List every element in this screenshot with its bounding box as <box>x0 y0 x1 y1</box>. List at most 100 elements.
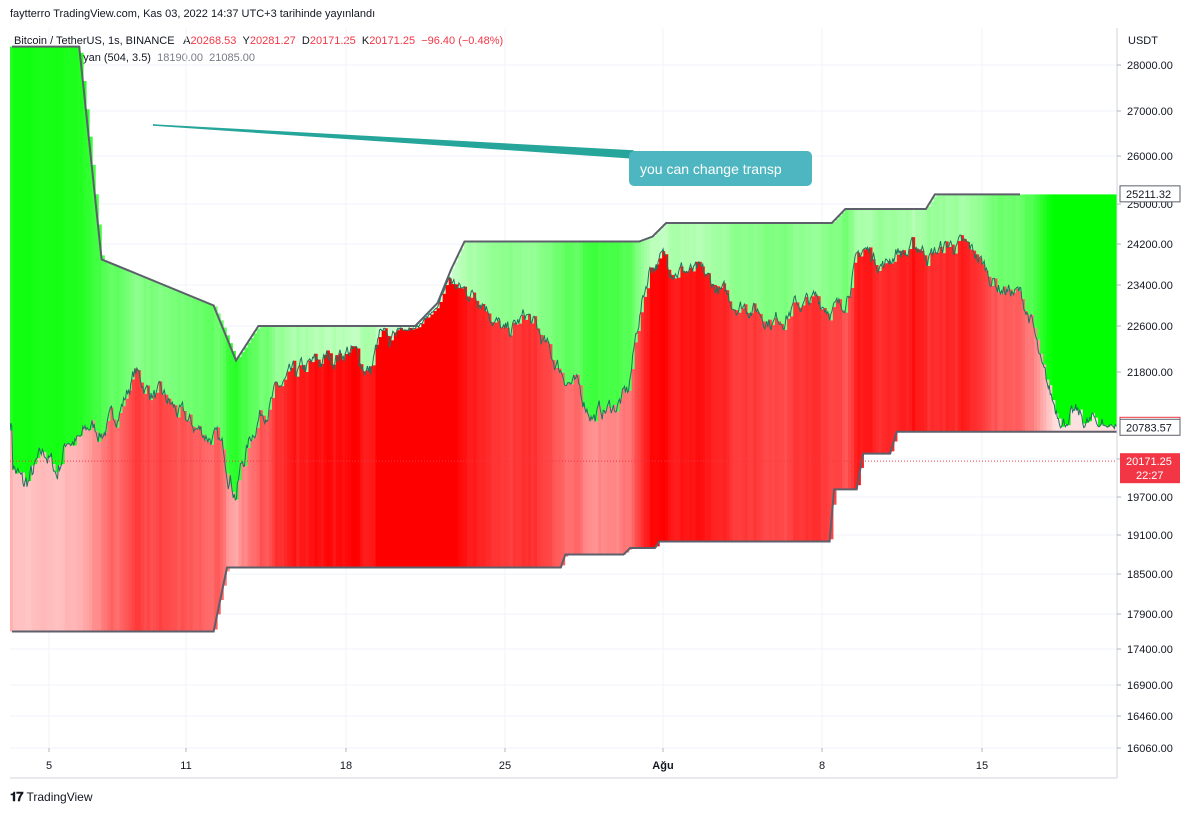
upper-zone-strip <box>841 212 846 311</box>
lower-zone-strip <box>640 312 645 548</box>
upper-zone-strip <box>683 223 688 272</box>
lower-zone-strip <box>707 273 712 542</box>
x-tick-label: 8 <box>819 760 825 772</box>
upper-zone-strip <box>180 291 185 407</box>
upper-zone-strip <box>509 241 514 336</box>
lower-zone-strip <box>320 363 325 568</box>
lower-zone-strip <box>241 463 246 568</box>
lower-zone-strip <box>409 327 413 568</box>
lower-zone-strip <box>92 420 96 632</box>
lower-zone-strip <box>582 407 587 555</box>
upper-zone-strip <box>274 326 279 383</box>
lower-zone-strip <box>982 264 986 432</box>
tradingview-logo[interactable]: 𝟏𝟕 TradingView <box>10 789 93 805</box>
upper-zone-strip <box>872 209 877 260</box>
upper-zone-strip <box>649 237 654 268</box>
annotation-box[interactable] <box>629 151 812 186</box>
upper-zone-strip <box>585 241 590 413</box>
lower-zone-strip <box>988 276 992 432</box>
lower-zone-strip <box>470 297 474 568</box>
upper-zone-strip <box>552 241 557 361</box>
upper-zone-strip <box>140 275 145 383</box>
lower-zone-strip <box>723 283 727 542</box>
lower-zone-strip <box>238 480 243 568</box>
upper-zone-strip <box>774 223 779 319</box>
upper-zone-strip <box>945 194 950 242</box>
bar-countdown: 22:27 <box>1136 470 1164 482</box>
lower-zone-strip <box>860 256 864 468</box>
lower-zone-strip <box>406 330 410 568</box>
lower-zone-strip <box>21 472 26 632</box>
lower-zone-strip <box>256 427 261 568</box>
upper-zone-strip <box>113 264 118 420</box>
upper-zone-strip <box>119 266 124 413</box>
upper-zone-strip <box>884 209 889 264</box>
lower-zone-strip <box>223 449 227 586</box>
upper-zone-strip <box>777 223 782 322</box>
x-tick-label: Ağu <box>652 760 673 772</box>
lower-zone-strip <box>668 269 672 542</box>
lower-zone-strip <box>110 407 115 632</box>
upper-zone-strip <box>793 223 797 303</box>
lower-zone-strip <box>134 368 139 632</box>
lower-zone-strip <box>332 364 337 568</box>
upper-zone-strip <box>28 46 32 482</box>
lower-zone-strip <box>549 344 553 568</box>
upper-zone-strip <box>271 326 276 398</box>
lower-zone-strip <box>567 382 572 555</box>
upper-zone-strip <box>95 194 99 432</box>
upper-zone-strip <box>1070 194 1075 409</box>
lower-zone-strip <box>128 390 133 632</box>
upper-zone-strip <box>378 326 383 338</box>
lower-zone-strip <box>192 426 197 632</box>
upper-zone-strip <box>515 241 520 325</box>
upper-zone-strip <box>451 268 456 285</box>
lower-zone-strip <box>494 322 499 568</box>
upper-zone-strip <box>403 326 407 331</box>
upper-zone-strip <box>1076 194 1081 411</box>
upper-zone-strip <box>960 194 965 236</box>
lower-zone-strip <box>384 328 389 568</box>
lower-zone-strip <box>991 285 996 432</box>
upper-zone-strip <box>954 194 959 254</box>
symbol-name[interactable]: Bitcoin / TetherUS, 1s, BINANCE <box>14 35 175 47</box>
lower-zone-strip <box>174 405 179 632</box>
upper-zone-strip <box>957 194 962 241</box>
upper-zone-strip <box>1034 194 1038 328</box>
lower-zone-strip <box>305 372 310 568</box>
lower-zone-strip <box>296 376 300 568</box>
upper-zone-strip <box>750 223 755 314</box>
upper-zone-strip <box>524 241 529 320</box>
upper-zone-strip <box>741 223 746 309</box>
open-label: A <box>183 35 191 47</box>
lower-zone-strip <box>265 420 270 568</box>
lower-zone-strip <box>323 354 328 568</box>
upper-zone-strip <box>293 326 297 361</box>
upper-zone-strip <box>421 319 425 324</box>
lower-zone-strip <box>637 330 642 548</box>
x-tick-label: 11 <box>180 760 191 772</box>
lower-zone-strip <box>729 301 733 542</box>
lower-zone-strip <box>1015 288 1020 432</box>
upper-zone-strip <box>183 293 188 411</box>
upper-zone-strip <box>1119 194 1123 424</box>
lower-zone-strip <box>555 367 560 568</box>
lower-zone-strip <box>1021 298 1026 432</box>
upper-zone-strip <box>497 241 502 321</box>
lower-zone-strip <box>759 313 764 542</box>
upper-zone-strip <box>726 223 730 291</box>
upper-zone-strip <box>241 352 246 464</box>
lower-zone-strip <box>195 429 200 632</box>
indicator-name[interactable]: yüzdelik donçiyan (504, 3.5) <box>14 52 151 64</box>
close-value: 20171.25 <box>369 35 416 47</box>
upper-zone-strip <box>570 241 575 385</box>
upper-zone-strip <box>899 209 904 252</box>
lower-zone-strip <box>1088 421 1093 432</box>
upper-zone-strip <box>985 194 989 271</box>
lower-zone-strip <box>491 322 496 568</box>
y-tick-label: 16060.00 <box>1127 743 1173 755</box>
upper-zone-strip <box>631 241 636 369</box>
lower-zone-strip <box>1061 426 1066 432</box>
upper-zone-strip <box>512 241 517 323</box>
